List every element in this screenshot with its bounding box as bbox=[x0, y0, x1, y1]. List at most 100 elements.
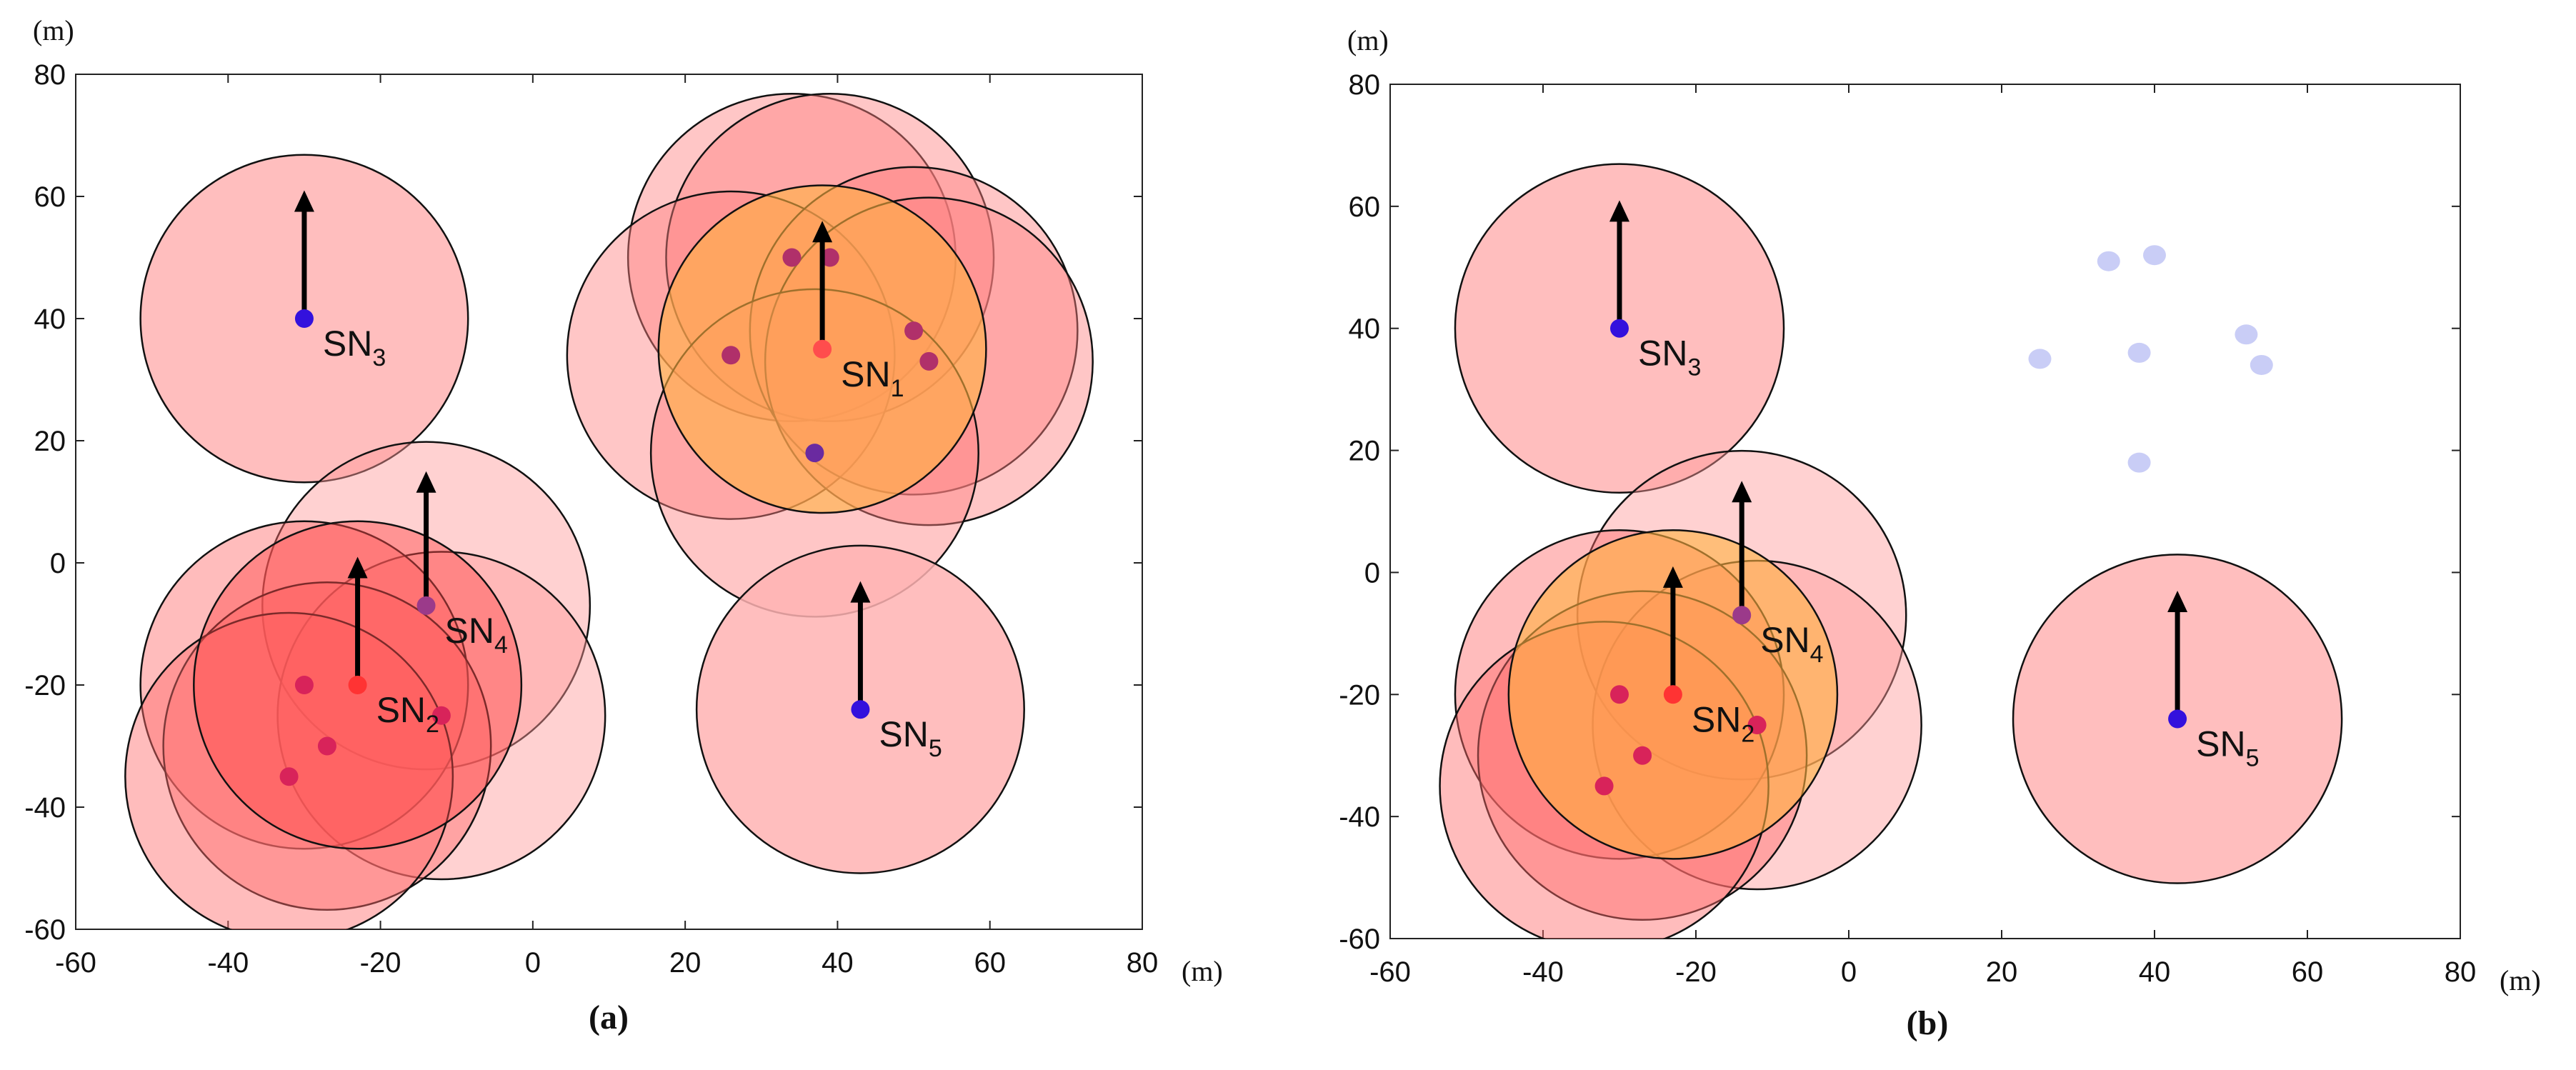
faded-sensor-point bbox=[2127, 342, 2151, 363]
sink-node-index: 4 bbox=[494, 631, 508, 659]
sensor-point bbox=[431, 706, 451, 725]
sensor-point bbox=[782, 248, 802, 267]
sink-node-point bbox=[2168, 709, 2187, 729]
panel-caption: (b) bbox=[1907, 1004, 1949, 1042]
x-unit-label: (m) bbox=[1182, 955, 1223, 987]
y-tick-label: -60 bbox=[24, 914, 66, 946]
y-tick-label: -20 bbox=[24, 670, 66, 701]
sensor-point bbox=[1594, 776, 1614, 796]
y-tick-label: 20 bbox=[34, 426, 66, 457]
y-tick-label: 0 bbox=[50, 548, 66, 579]
arrow-head-icon bbox=[850, 581, 871, 603]
sensor-point bbox=[294, 676, 314, 694]
y-unit-label: (m) bbox=[1347, 24, 1389, 56]
sensor-point bbox=[1747, 716, 1767, 734]
y-tick-label: -60 bbox=[1339, 924, 1380, 955]
sensor-point bbox=[805, 444, 824, 463]
x-tick-label: 80 bbox=[1127, 947, 1159, 979]
y-tick-label: 60 bbox=[1349, 191, 1381, 223]
sink-node-point bbox=[1732, 606, 1752, 625]
sink-node-point bbox=[294, 309, 314, 328]
y-tick-label: 80 bbox=[1349, 69, 1381, 101]
sink-node-label: SN3 bbox=[323, 324, 386, 371]
sink-node-name: SN bbox=[2196, 724, 2245, 764]
x-tick-label: 20 bbox=[1986, 956, 2018, 988]
faded-sensor-point bbox=[2250, 354, 2273, 375]
faded-sensor-point bbox=[2143, 245, 2166, 266]
x-tick-label: 60 bbox=[2292, 956, 2324, 988]
y-unit-label: (m) bbox=[33, 14, 74, 46]
sink-node-name: SN bbox=[1638, 334, 1687, 374]
sink-node-index: 5 bbox=[2246, 744, 2260, 771]
x-tick-label: -20 bbox=[360, 947, 401, 979]
y-tick-label: 40 bbox=[34, 304, 66, 335]
sink-node-label: SN5 bbox=[879, 714, 942, 762]
arrow-head-icon bbox=[1662, 566, 1683, 588]
sink-node-label: SN5 bbox=[2196, 724, 2259, 771]
x-tick-label: 40 bbox=[822, 947, 854, 979]
sensor-point bbox=[317, 736, 336, 756]
sink-node-index: 4 bbox=[1810, 641, 1824, 668]
sink-node-name: SN bbox=[445, 611, 494, 651]
sink-node-name: SN bbox=[1760, 620, 1809, 660]
x-tick-label: 80 bbox=[2445, 956, 2477, 988]
y-tick-label: 0 bbox=[1364, 557, 1380, 589]
sink-node-label: SN2 bbox=[1692, 699, 1754, 747]
sink-node-name: SN bbox=[841, 354, 890, 394]
x-tick-label: -60 bbox=[1369, 956, 1411, 988]
arrow-head-icon bbox=[416, 471, 436, 493]
arrow-head-icon bbox=[294, 190, 314, 212]
sink-node-index: 3 bbox=[372, 344, 386, 371]
sink-node-point bbox=[851, 700, 870, 719]
x-tick-label: 0 bbox=[525, 947, 541, 979]
sink-node-label: SN2 bbox=[376, 690, 439, 738]
panel-b: -60 -40 -20 0 20 40 60 80 80 60 40 20 0 -20 -40 -60 (m) (… bbox=[1339, 24, 2541, 1042]
sensor-point bbox=[279, 767, 299, 786]
sink-node-label: SN4 bbox=[445, 611, 508, 659]
sensor-point bbox=[919, 351, 939, 371]
x-tick-label: -20 bbox=[1675, 956, 1717, 988]
sensor-point bbox=[820, 248, 839, 267]
faded-sensor-point bbox=[2235, 324, 2258, 345]
y-tick-label: -40 bbox=[24, 792, 66, 824]
sink-node-point bbox=[1663, 685, 1682, 704]
faded-sensor-point bbox=[2028, 349, 2052, 369]
sink-node-index: 3 bbox=[1687, 354, 1701, 381]
faded-sensor-point bbox=[2097, 251, 2120, 271]
sink-node-index: 2 bbox=[1741, 720, 1754, 747]
x-tick-label: 20 bbox=[669, 947, 702, 979]
sink-node-index: 2 bbox=[426, 711, 439, 738]
x-unit-label: (m) bbox=[2500, 964, 2541, 996]
x-tick-label: -40 bbox=[1522, 956, 1564, 988]
sink-node-index: 1 bbox=[891, 375, 904, 402]
sensor-point bbox=[904, 321, 924, 341]
y-tick-label: 60 bbox=[34, 181, 66, 213]
y-tick-label: 20 bbox=[1349, 436, 1381, 467]
x-tick-label: 0 bbox=[1841, 956, 1857, 988]
sink-node-label: SN3 bbox=[1638, 334, 1701, 381]
sink-node-index: 5 bbox=[929, 735, 942, 762]
y-tick-label: 40 bbox=[1349, 314, 1381, 345]
sink-node-point bbox=[1610, 319, 1629, 338]
arrow-head-icon bbox=[812, 221, 833, 243]
sink-node-name: SN bbox=[323, 324, 372, 364]
sensor-point bbox=[1633, 746, 1652, 765]
x-tick-label: 40 bbox=[2139, 956, 2171, 988]
x-tick-label: -40 bbox=[207, 947, 249, 979]
x-tick-label: 60 bbox=[974, 947, 1006, 979]
y-tick-label: -20 bbox=[1339, 679, 1380, 711]
y-tick-label: 80 bbox=[34, 59, 66, 91]
sink-node-point bbox=[416, 596, 436, 615]
panel-caption: (a) bbox=[589, 999, 629, 1036]
arrow-head-icon bbox=[1732, 481, 1752, 503]
x-tick-label: -60 bbox=[55, 947, 96, 979]
sink-node-name: SN bbox=[376, 690, 426, 730]
arrow-head-icon bbox=[1609, 200, 1629, 222]
faded-sensor-point bbox=[2127, 452, 2151, 473]
sink-node-name: SN bbox=[879, 714, 928, 754]
sink-node-name: SN bbox=[1692, 699, 1741, 739]
sensor-point bbox=[1610, 685, 1629, 704]
sink-node-label: SN4 bbox=[1760, 620, 1823, 668]
